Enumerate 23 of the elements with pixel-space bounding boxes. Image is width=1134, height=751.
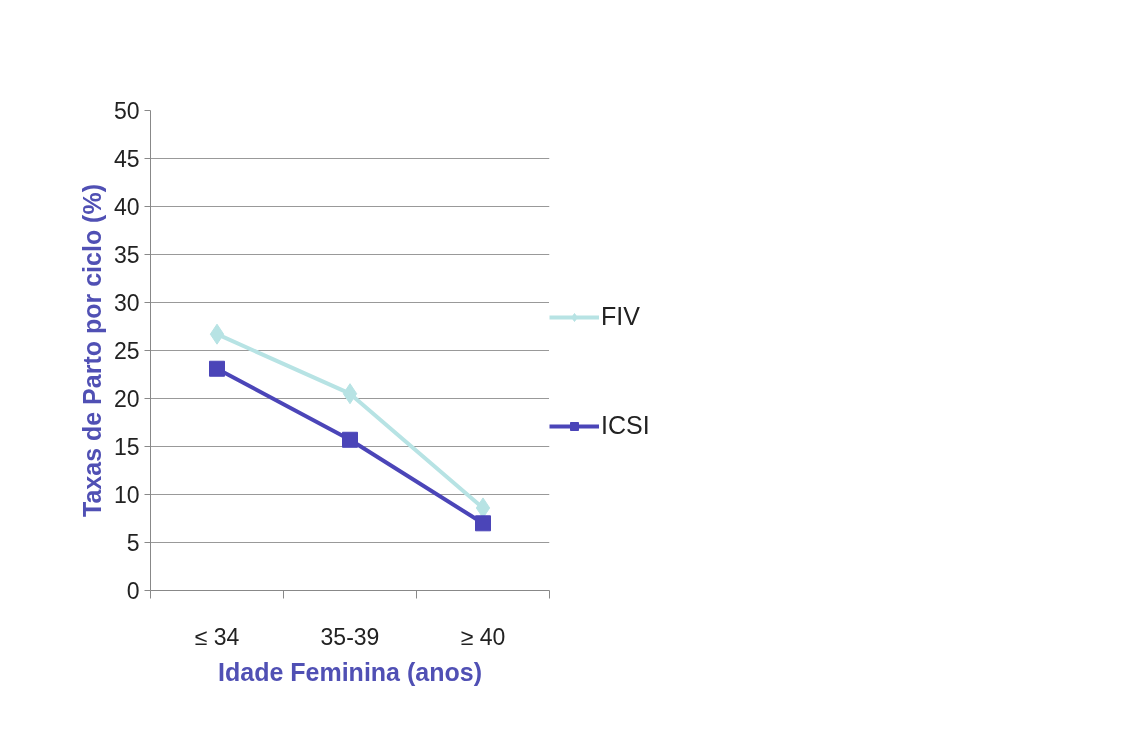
y-axis-title: Taxas de Parto por ciclo (%) (77, 184, 106, 517)
x-tick-label: ≥ 40 (460, 623, 506, 650)
y-tick-label: 50 (113, 98, 140, 124)
legend-label: FIV (601, 302, 640, 331)
point (342, 431, 358, 448)
y-tick-label: 5 (126, 530, 140, 556)
y-tick-label: 15 (113, 434, 140, 460)
y-tick-label: 35 (113, 242, 140, 268)
y-tick-label: 25 (113, 338, 140, 364)
point (209, 323, 225, 345)
y-tick-label: 20 (113, 386, 140, 412)
x-tick-label: 35-39 (320, 623, 380, 650)
y-tick-label: 30 (113, 290, 140, 316)
y-tick-label: 0 (126, 578, 140, 604)
point (342, 383, 358, 405)
x-tick-label: ≤ 34 (194, 623, 240, 650)
x-axis-title: Idade Feminina (anos) (218, 657, 482, 686)
y-tick-label: 10 (113, 482, 140, 508)
y-tick-label: 40 (113, 194, 140, 220)
y-tick-label: 45 (113, 146, 140, 172)
point (209, 360, 225, 377)
point (475, 515, 491, 532)
legend-label: ICSI (601, 411, 650, 440)
